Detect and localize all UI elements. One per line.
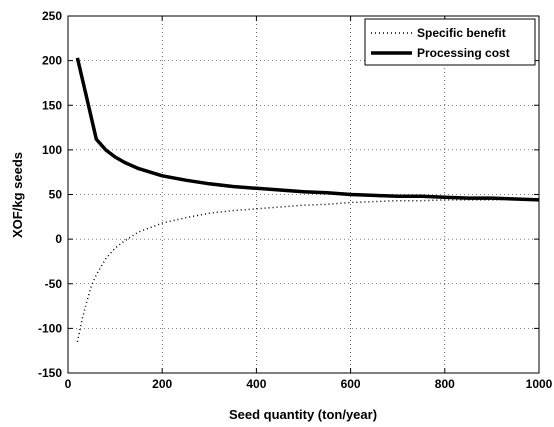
legend-entry-processing-cost: Processing cost — [417, 46, 510, 60]
y-tick-label: 100 — [42, 143, 62, 157]
x-tick-label: 0 — [65, 377, 72, 391]
y-tick-label: 0 — [55, 232, 62, 246]
y-tick-label: 250 — [42, 9, 62, 23]
y-tick-label: 200 — [42, 54, 62, 68]
ticks-group: 0 200 400 600 800 1000 -150 -100 -50 0 50 100 150 200… — [38, 9, 553, 391]
legend-entry-specific-benefit: Specific benefit — [417, 26, 506, 40]
series-line-specific-benefit — [76, 198, 539, 342]
y-tick-label: -100 — [38, 321, 62, 335]
y-tick-label: 150 — [42, 98, 62, 112]
y-axis-label: XOF/kg seeds — [10, 152, 25, 238]
legend-box — [364, 18, 536, 66]
x-tick-label: 800 — [435, 377, 455, 391]
series-group — [75, 57, 540, 342]
series-line-processing-cost — [75, 57, 540, 202]
x-tick-label: 1000 — [526, 377, 553, 391]
legend: Specific benefit Processing cost — [364, 18, 536, 66]
x-tick-label: 400 — [246, 377, 266, 391]
y-tick-label: 50 — [49, 188, 63, 202]
y-tick-label: -50 — [45, 277, 63, 291]
x-tick-label: 200 — [152, 377, 172, 391]
x-axis-label: Seed quantity (ton/year) — [229, 407, 377, 422]
y-tick-label: -150 — [38, 366, 62, 380]
x-tick-label: 600 — [341, 377, 361, 391]
